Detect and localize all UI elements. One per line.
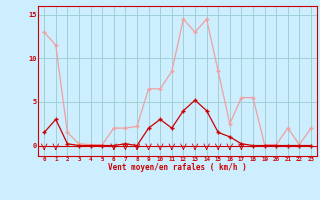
X-axis label: Vent moyen/en rafales ( km/h ): Vent moyen/en rafales ( km/h ): [108, 163, 247, 172]
